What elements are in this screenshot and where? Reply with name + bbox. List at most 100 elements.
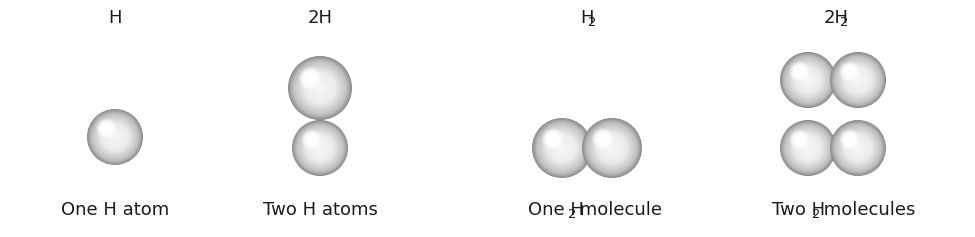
Circle shape <box>593 128 632 168</box>
Circle shape <box>586 122 638 174</box>
Circle shape <box>292 121 347 175</box>
Circle shape <box>304 132 319 147</box>
Circle shape <box>786 126 831 170</box>
Circle shape <box>293 62 346 114</box>
Circle shape <box>551 137 555 141</box>
Circle shape <box>550 136 556 142</box>
Circle shape <box>797 68 820 92</box>
Circle shape <box>844 134 855 145</box>
Circle shape <box>801 141 815 155</box>
Circle shape <box>601 137 605 141</box>
Circle shape <box>92 114 137 160</box>
Circle shape <box>300 69 320 88</box>
Circle shape <box>302 130 321 149</box>
Circle shape <box>305 133 318 146</box>
Circle shape <box>839 61 860 82</box>
Circle shape <box>606 142 618 154</box>
Circle shape <box>792 132 807 148</box>
Circle shape <box>94 116 136 158</box>
Circle shape <box>847 138 869 158</box>
Circle shape <box>793 65 823 95</box>
Circle shape <box>292 61 347 115</box>
Circle shape <box>288 56 352 120</box>
Circle shape <box>848 71 850 73</box>
Circle shape <box>89 111 141 163</box>
Text: 2: 2 <box>588 16 597 29</box>
Circle shape <box>95 117 136 157</box>
Circle shape <box>290 58 350 118</box>
Circle shape <box>600 136 606 142</box>
Circle shape <box>847 69 869 91</box>
Circle shape <box>843 65 856 78</box>
Circle shape <box>308 136 315 143</box>
Circle shape <box>547 133 559 145</box>
Circle shape <box>556 141 568 155</box>
Circle shape <box>791 130 826 166</box>
Circle shape <box>803 76 812 84</box>
Circle shape <box>114 136 116 138</box>
Circle shape <box>553 138 554 140</box>
Circle shape <box>544 130 580 166</box>
Text: One H atom: One H atom <box>60 201 169 219</box>
Circle shape <box>545 131 561 147</box>
Circle shape <box>545 132 578 164</box>
Circle shape <box>97 118 117 139</box>
Circle shape <box>594 130 612 148</box>
Circle shape <box>305 74 334 102</box>
Circle shape <box>794 133 805 146</box>
Circle shape <box>587 123 637 173</box>
Circle shape <box>795 134 822 162</box>
Circle shape <box>846 137 852 142</box>
Circle shape <box>298 67 322 90</box>
Circle shape <box>561 146 564 150</box>
Circle shape <box>305 133 318 146</box>
Circle shape <box>110 132 120 142</box>
Circle shape <box>606 142 617 154</box>
Circle shape <box>93 115 137 160</box>
Circle shape <box>312 80 328 96</box>
Circle shape <box>103 125 110 132</box>
Text: 2: 2 <box>568 208 576 221</box>
Circle shape <box>804 76 812 84</box>
Circle shape <box>838 128 878 169</box>
Circle shape <box>791 131 808 148</box>
Circle shape <box>805 78 810 82</box>
Circle shape <box>90 112 140 162</box>
Circle shape <box>796 135 821 161</box>
Circle shape <box>104 126 109 131</box>
Circle shape <box>103 126 109 132</box>
Circle shape <box>303 71 337 105</box>
Circle shape <box>103 125 127 149</box>
Circle shape <box>316 84 324 92</box>
Circle shape <box>787 127 830 169</box>
Circle shape <box>792 132 807 147</box>
Circle shape <box>790 61 827 99</box>
Circle shape <box>798 70 818 90</box>
Circle shape <box>800 72 816 88</box>
Circle shape <box>790 62 826 98</box>
Circle shape <box>798 137 819 159</box>
Circle shape <box>315 143 325 153</box>
Circle shape <box>303 131 336 165</box>
Circle shape <box>555 141 569 155</box>
Circle shape <box>791 63 808 81</box>
Circle shape <box>292 120 347 176</box>
Circle shape <box>781 53 835 107</box>
Circle shape <box>103 126 126 148</box>
Circle shape <box>794 134 805 145</box>
Circle shape <box>841 132 875 164</box>
Circle shape <box>791 62 826 98</box>
Circle shape <box>532 118 592 178</box>
Circle shape <box>311 79 330 97</box>
Circle shape <box>105 128 125 146</box>
Circle shape <box>561 147 563 149</box>
Circle shape <box>548 134 576 162</box>
Circle shape <box>101 123 112 134</box>
Circle shape <box>843 133 856 146</box>
Circle shape <box>600 136 625 160</box>
Circle shape <box>846 136 853 143</box>
Circle shape <box>291 59 349 117</box>
Circle shape <box>842 132 874 164</box>
Circle shape <box>796 68 803 75</box>
Circle shape <box>306 75 314 82</box>
